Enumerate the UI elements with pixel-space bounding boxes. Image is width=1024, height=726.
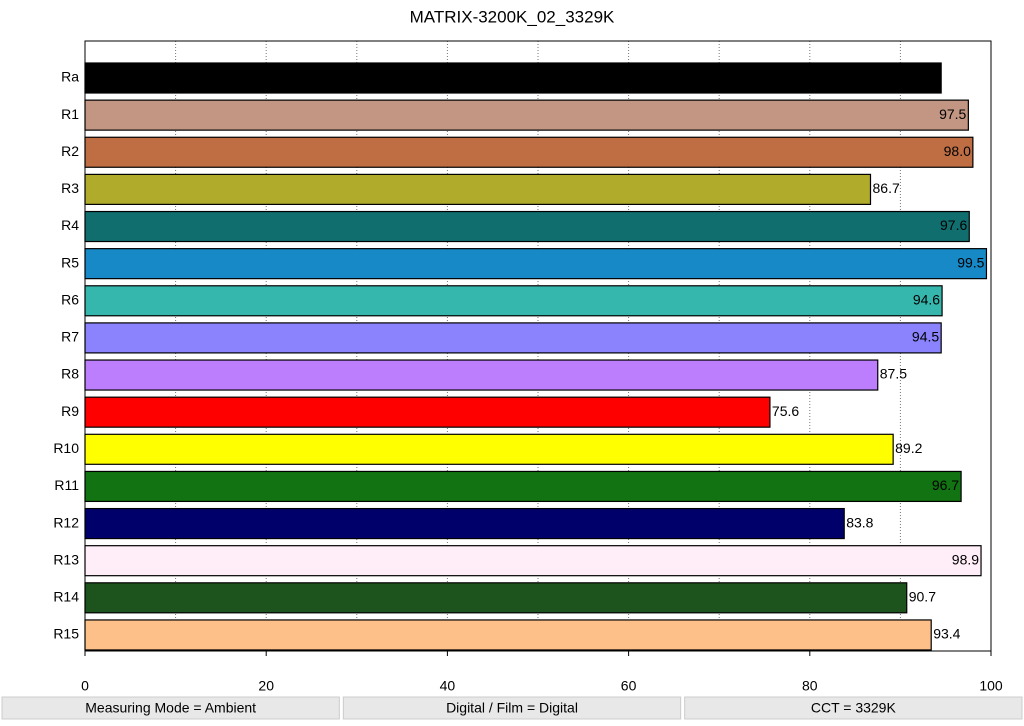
bar [84, 507, 845, 540]
y-tick-label: R7 [61, 329, 79, 345]
bar [84, 359, 879, 391]
bar [84, 582, 908, 614]
bar [84, 545, 982, 577]
value-label: 89.2 [895, 440, 922, 456]
value-label: 90.7 [909, 589, 936, 605]
value-label: 94.6 [913, 291, 940, 307]
value-label: 83.8 [846, 514, 873, 530]
x-tick-label: 0 [81, 678, 89, 694]
y-tick-label: Ra [61, 69, 79, 85]
value-label: 97.5 [939, 106, 966, 122]
y-tick-label: R8 [61, 366, 79, 382]
bar [84, 470, 962, 503]
footer-text: Digital / Film = Digital [446, 700, 578, 716]
x-tick-label: 100 [979, 678, 1003, 694]
y-tick-label: R11 [54, 477, 79, 493]
value-label: 97.6 [940, 217, 967, 233]
y-tick-label: R12 [53, 514, 79, 530]
footer-text: CCT = 3329K [811, 700, 897, 716]
bar [84, 99, 969, 131]
y-tick-label: R5 [61, 254, 79, 270]
chart-title: MATRIX-3200K_02_3329K [410, 7, 615, 26]
x-tick-label: 60 [621, 678, 637, 694]
value-label: 96.7 [932, 477, 959, 493]
footer-text: Measuring Mode = Ambient [85, 700, 256, 716]
bar [84, 619, 932, 651]
value-label: 93.4 [933, 626, 960, 642]
y-tick-label: R2 [61, 143, 79, 159]
footer-box [684, 696, 1023, 720]
x-tick-label: 80 [802, 678, 818, 694]
y-tick-label: R1 [61, 106, 79, 122]
bar [84, 62, 942, 94]
footer-box [1, 696, 340, 720]
value-label: 94.5 [912, 329, 939, 345]
value-label: 87.5 [880, 366, 907, 382]
bar [84, 322, 942, 354]
footer-box [342, 696, 682, 720]
bar [84, 248, 988, 280]
bar [84, 173, 872, 205]
bar [84, 210, 970, 243]
y-tick-label: R14 [53, 589, 79, 605]
x-tick-label: 40 [440, 678, 456, 694]
value-label: 86.7 [873, 180, 900, 196]
bar [84, 433, 894, 465]
y-tick-label: R15 [53, 626, 79, 642]
bar [84, 396, 771, 428]
y-tick-label: R4 [61, 217, 79, 233]
y-tick-label: R13 [53, 551, 79, 567]
value-label: 99.5 [957, 254, 984, 270]
y-tick-label: R10 [53, 440, 79, 456]
value-label: 94.5 [912, 69, 939, 85]
y-tick-label: R6 [61, 291, 79, 307]
value-label: 98.9 [952, 551, 979, 567]
y-tick-label: R3 [61, 180, 79, 196]
x-tick-label: 20 [258, 678, 274, 694]
bar [84, 285, 943, 317]
value-label: 98.0 [944, 143, 971, 159]
value-label: 75.6 [772, 403, 799, 419]
bar [84, 136, 974, 168]
y-tick-label: R9 [61, 403, 79, 419]
